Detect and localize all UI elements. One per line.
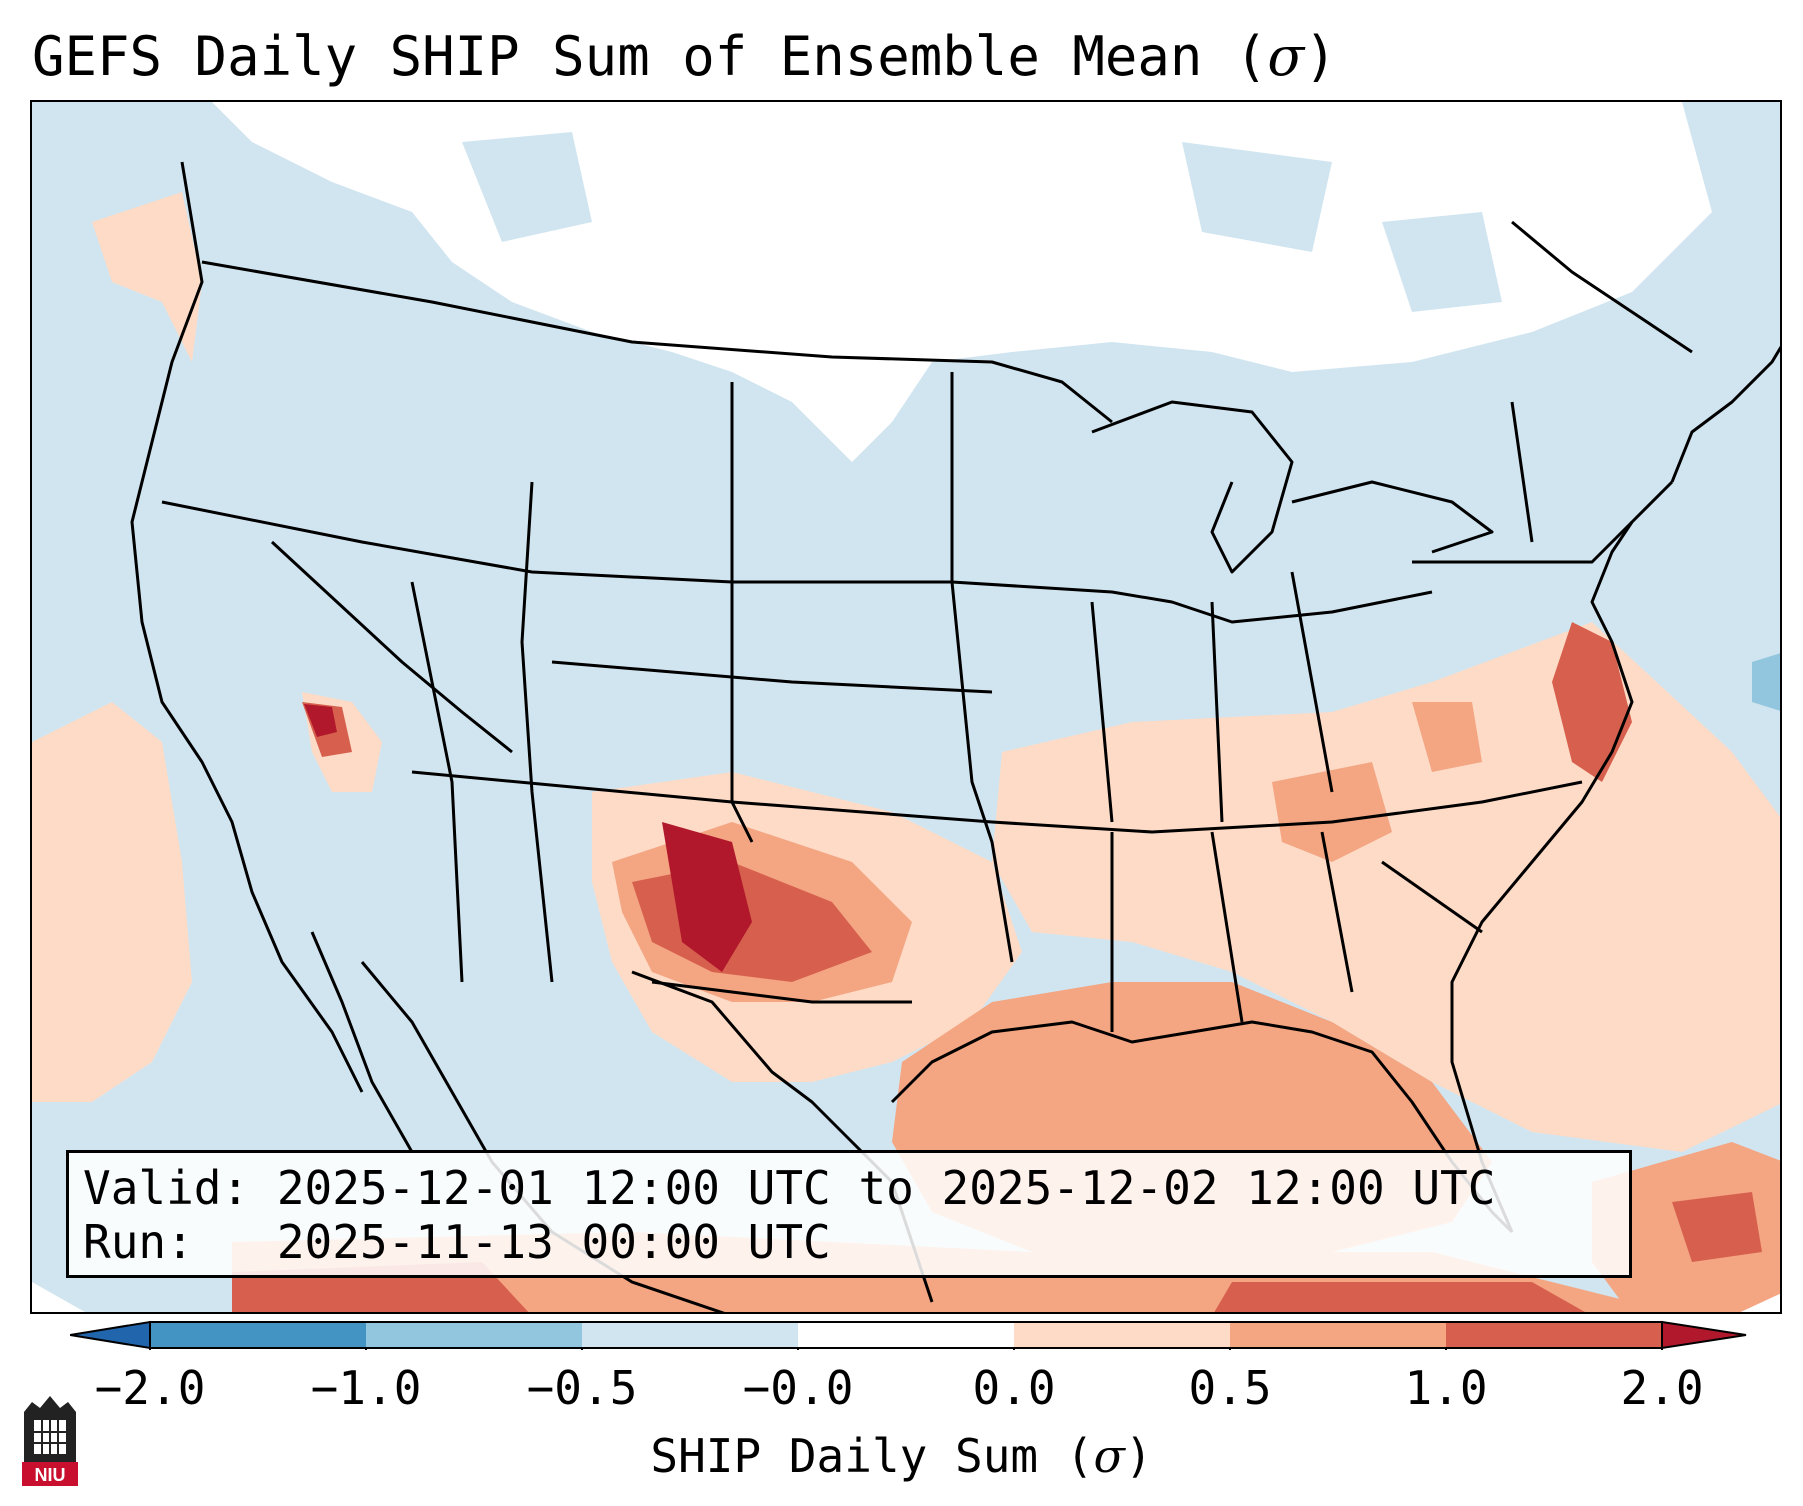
colorbar-title: SHIP Daily Sum (σ) xyxy=(650,1429,1153,1483)
colorbar-extend-low xyxy=(70,1320,151,1350)
colorbar-bin-6 xyxy=(1230,1322,1446,1348)
colorbar-tick-label: −2.0 xyxy=(94,1361,206,1415)
colorbar-tick-label: −1.0 xyxy=(310,1361,422,1415)
neutral-region-north xyxy=(212,102,1712,462)
valid-time-line: Valid: 2025-12-01 12:00 UTC to 2025-12-0… xyxy=(83,1161,1496,1215)
map-panel xyxy=(30,100,1782,1314)
colorbar-extend-high xyxy=(1661,1320,1747,1350)
colorbar-tick-label: 1.0 xyxy=(1404,1361,1488,1415)
colorbar-bin-3 xyxy=(582,1322,798,1348)
colorbar-tick-label: 0.5 xyxy=(1188,1361,1272,1415)
run-time-line: Run: 2025-11-13 00:00 UTC xyxy=(83,1215,831,1269)
niu-logo-text: NIU xyxy=(35,1465,66,1485)
colorbar-tick-label: 0.0 xyxy=(972,1361,1056,1415)
figure-title: GEFS Daily SHIP Sum of Ensemble Mean (σ) xyxy=(32,25,1337,88)
colorbar-bin-1 xyxy=(150,1322,366,1348)
colorbar-tick-label: −0.5 xyxy=(526,1361,638,1415)
boundaries xyxy=(130,161,1780,1312)
colorbar-bin-2 xyxy=(366,1322,582,1348)
colorbar-bin-5 xyxy=(1014,1322,1230,1348)
colorbar-bin-7 xyxy=(1446,1322,1662,1348)
colorbar-tick-label: −0.0 xyxy=(742,1361,854,1415)
colorbar xyxy=(70,1320,1747,1350)
colorbar-tick-label: 2.0 xyxy=(1620,1361,1704,1415)
map-canvas xyxy=(32,102,1780,1312)
niu-logo: NIU xyxy=(22,1396,78,1486)
pacific-peach-region xyxy=(32,702,192,1102)
colorbar-bin-4 xyxy=(798,1322,1014,1348)
valid-run-info-box: Valid: 2025-12-01 12:00 UTC to 2025-12-0… xyxy=(66,1150,1632,1278)
